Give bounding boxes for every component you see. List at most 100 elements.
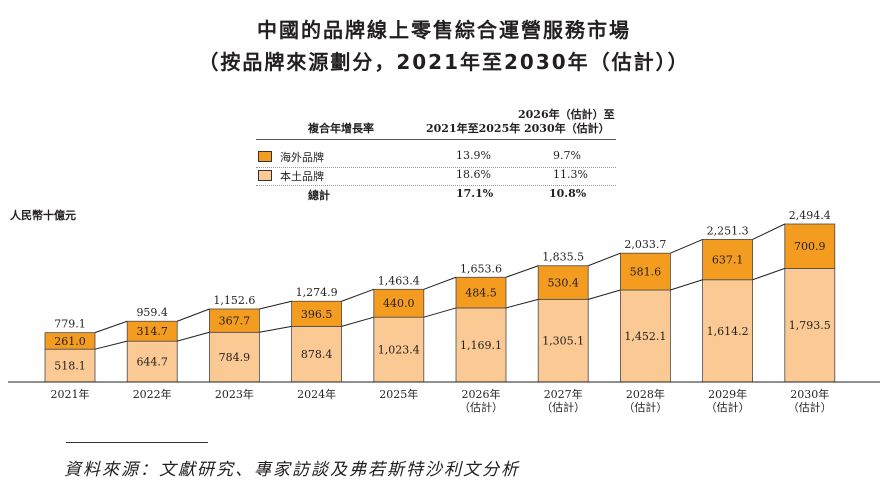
connector-line-mid: [94, 340, 128, 350]
data-label-overseas: 530.4: [547, 277, 579, 290]
domestic-brand-label: 本土品牌: [280, 170, 324, 183]
period1-header: 2021年至2025年: [426, 122, 521, 135]
bar-overseas: [373, 288, 425, 318]
connector-line-mid: [670, 279, 703, 291]
x-tick-label: 2026年: [462, 387, 501, 401]
bar-overseas: [208, 308, 260, 333]
bar-domestic: [208, 331, 260, 383]
connector-line-top: [670, 238, 703, 254]
data-label-domestic: 1,452.1: [624, 330, 666, 343]
total-label: 2,251.3: [707, 224, 749, 237]
data-label-overseas: 396.5: [301, 308, 333, 321]
connector-line-top: [752, 223, 786, 240]
total-label: 1,835.5: [542, 251, 584, 264]
x-tick-label: （估計）: [459, 400, 503, 414]
data-label-overseas: 440.0: [383, 297, 415, 310]
period2-header-line2: 2030年（估計）: [524, 122, 610, 135]
total-cagr-1: 17.1%: [456, 187, 494, 200]
domestic-brand-swatch: [258, 170, 272, 181]
source-note: 資料來源：文獻研究、專家訪談及弗若斯特沙利文分析: [64, 460, 520, 480]
total-label: 1,152.6: [213, 294, 255, 307]
data-label-domestic: 878.4: [301, 348, 333, 361]
overseas-brand-label: 海外品牌: [280, 151, 324, 164]
total-label: 779.1: [54, 318, 86, 331]
data-label-domestic: 518.1: [54, 360, 86, 373]
data-label-domestic: 1,793.5: [789, 319, 831, 332]
source-divider: [66, 442, 208, 443]
bar-overseas: [291, 300, 343, 327]
bar-overseas: [44, 332, 96, 350]
connector-line-top: [94, 320, 128, 334]
total-label: 1,653.6: [460, 262, 502, 275]
data-label-overseas: 637.1: [712, 254, 744, 267]
data-label-domestic: 644.7: [136, 356, 168, 369]
connector-line-top: [423, 276, 457, 290]
total-label: 1,274.9: [296, 286, 338, 299]
data-label-overseas: 367.7: [219, 315, 251, 328]
data-label-overseas: 261.0: [54, 335, 86, 348]
chart-title: 中國的品牌線上零售綜合運營服務市場: [257, 18, 631, 42]
connector-line-mid: [177, 331, 210, 342]
total-label: 959.4: [136, 306, 168, 319]
period2-header-line1: 2026年（估計）至: [518, 108, 615, 121]
x-tick-label: 2022年: [133, 387, 172, 401]
connector-line-mid: [505, 298, 539, 309]
data-label-domestic: 1,023.4: [378, 344, 420, 357]
connector-line-mid: [423, 307, 457, 318]
x-tick-label: （估計）: [788, 400, 832, 414]
bar-overseas: [537, 265, 589, 300]
x-tick-label: （估計）: [623, 400, 667, 414]
bar-domestic: [620, 289, 671, 383]
table-row-divider: [256, 167, 616, 168]
x-tick-label: 2021年: [51, 387, 90, 401]
unit-label: 人民幣十億元: [10, 209, 76, 222]
bar-overseas: [620, 252, 671, 291]
bar-overseas: [784, 223, 836, 269]
x-tick-label: （估計）: [706, 400, 750, 414]
x-tick-label: 2024年: [297, 387, 336, 401]
x-tick-label: 2027年: [544, 387, 583, 401]
connector-line-mid: [752, 267, 785, 281]
x-tick-label: 2030年: [790, 387, 829, 401]
table-divider: [256, 139, 616, 140]
stacked-bar-chart: 518.1 261.0 779.1 2021年 644.7 314.7 959.4 2022年…: [8, 209, 880, 414]
data-label-domestic: 1,305.1: [542, 335, 584, 348]
overseas-brand-swatch: [258, 151, 272, 162]
total-label: 總計: [308, 189, 330, 202]
connector-line-top: [177, 308, 210, 322]
overseas-cagr-1: 13.9%: [456, 149, 491, 162]
total-label: 2,494.4: [789, 209, 831, 222]
connector-line-top: [505, 265, 539, 278]
domestic-cagr-2: 11.3%: [553, 168, 588, 181]
x-tick-label: （估計）: [541, 400, 585, 414]
bar-overseas: [126, 320, 178, 342]
x-tick-label: 2025年: [379, 387, 418, 401]
x-tick-label: 2028年: [626, 387, 665, 401]
connector-line-mid: [341, 316, 374, 327]
x-tick-label: 2023年: [215, 387, 254, 401]
connector-line-mid: [588, 289, 621, 300]
total-cagr-2: 10.8%: [549, 187, 587, 200]
bar-domestic: [291, 325, 343, 383]
total-label: 1,463.4: [378, 274, 420, 287]
connector-line-top: [259, 300, 292, 310]
data-label-domestic: 1,614.2: [707, 325, 749, 338]
domestic-cagr-1: 18.6%: [456, 168, 491, 181]
x-tick-label: 2029年: [708, 387, 747, 401]
connector-line-top: [588, 252, 621, 267]
overseas-cagr-2: 9.7%: [553, 149, 581, 162]
bar-domestic: [537, 298, 589, 383]
data-label-overseas: 314.7: [136, 325, 168, 338]
bar-overseas: [702, 238, 753, 281]
data-label-domestic: 784.9: [219, 351, 251, 364]
table-row-divider: [256, 185, 616, 186]
data-label-domestic: 1,169.1: [460, 339, 502, 352]
connector-line-top: [341, 288, 374, 302]
chart-subtitle: （按品牌來源劃分，2021年至2030年（估計））: [198, 50, 690, 74]
total-label: 2,033.7: [624, 238, 666, 251]
data-label-overseas: 700.9: [794, 240, 826, 253]
data-label-overseas: 484.5: [465, 287, 497, 300]
bar-domestic: [784, 267, 836, 383]
bar-overseas: [455, 276, 507, 309]
cagr-header: 複合年增長率: [308, 122, 374, 135]
